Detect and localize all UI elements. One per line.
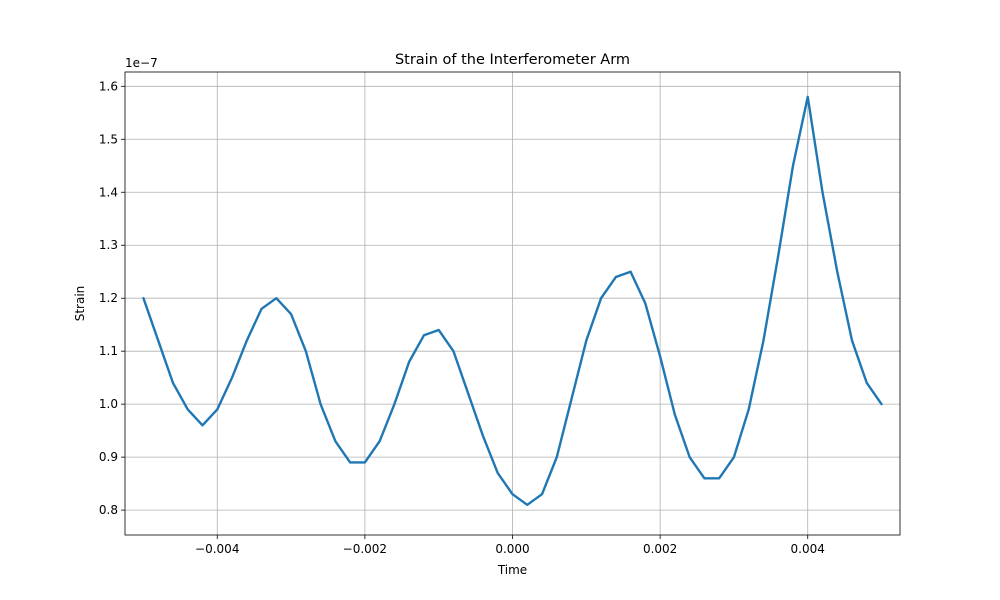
y-tick-label: 1.1 (99, 344, 118, 358)
y-tick-label: 1.0 (99, 397, 118, 411)
y-tick-label: 0.8 (99, 503, 118, 517)
series-layer (142, 95, 883, 506)
y-tick-label: 1.5 (99, 132, 118, 146)
x-tick-label: 0.002 (643, 542, 677, 556)
y-tick-label: 1.4 (99, 185, 118, 199)
chart-title: Strain of the Interferometer Arm (395, 52, 630, 68)
y-axis: 0.8 0.9 1.0 1.1 1.2 1.3 1.4 1.5 1.6 (99, 79, 125, 517)
y-tick-label: 1.3 (99, 238, 118, 252)
y-offset-label: 1e−7 (125, 56, 158, 70)
y-tick-label: 0.9 (99, 450, 118, 464)
x-axis: −0.004 −0.002 0.000 0.002 0.004 (195, 535, 825, 556)
x-axis-label: Time (497, 563, 527, 577)
y-tick-label: 1.6 (99, 79, 118, 93)
x-tick-label: 0.000 (495, 542, 529, 556)
x-tick-label: −0.004 (195, 542, 239, 556)
grid (125, 72, 900, 535)
y-tick-label: 1.2 (99, 291, 118, 305)
series-line-0 (142, 95, 883, 506)
x-tick-label: 0.004 (791, 542, 825, 556)
x-tick-label: −0.002 (343, 542, 387, 556)
y-axis-label: Strain (73, 286, 87, 322)
